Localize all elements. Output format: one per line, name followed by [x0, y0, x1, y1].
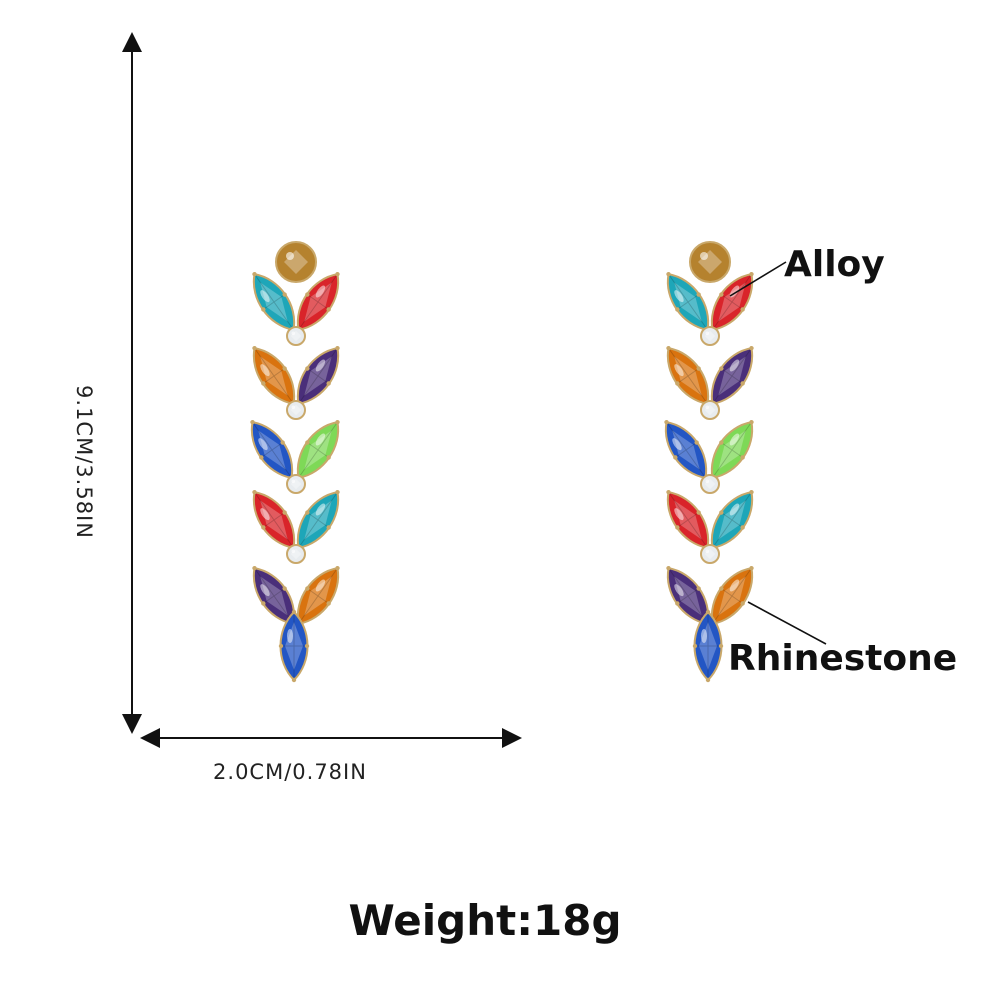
clear-crystal: [700, 326, 720, 346]
rhinestone-label: Rhinestone: [728, 638, 958, 679]
alloy-label: Alloy: [784, 244, 885, 285]
orange-rhinestone: [252, 345, 296, 407]
rhinestone-callout-line: [747, 601, 827, 645]
red-rhinestone: [252, 489, 296, 551]
clear-crystal: [286, 400, 306, 420]
blue-drop-rhinestone: [692, 609, 724, 683]
earring-right: [664, 241, 754, 683]
purple-rhinestone: [710, 345, 754, 407]
clear-crystal: [286, 326, 306, 346]
aqua-rhinestone: [666, 271, 710, 333]
topaz-stud-stone: [275, 241, 317, 283]
topaz-stud-stone: [689, 241, 731, 283]
clear-crystal: [286, 544, 306, 564]
red-rhinestone: [296, 271, 340, 333]
aqua-rhinestone: [252, 271, 296, 333]
clear-crystal: [700, 544, 720, 564]
clear-crystal: [286, 474, 306, 494]
clear-crystal: [700, 474, 720, 494]
weight-label: Weight:18g: [348, 896, 622, 945]
aqua-rhinestone: [296, 489, 340, 551]
height-dimension-label: 9.1CM/3.58IN: [72, 385, 96, 539]
earring-left: [250, 241, 340, 683]
width-dimension-label: 2.0CM/0.78IN: [213, 760, 367, 784]
purple-rhinestone: [666, 565, 710, 627]
alloy-callout-line: [729, 261, 787, 297]
clear-crystal: [700, 400, 720, 420]
red-rhinestone: [666, 489, 710, 551]
blue-drop-rhinestone: [278, 609, 310, 683]
